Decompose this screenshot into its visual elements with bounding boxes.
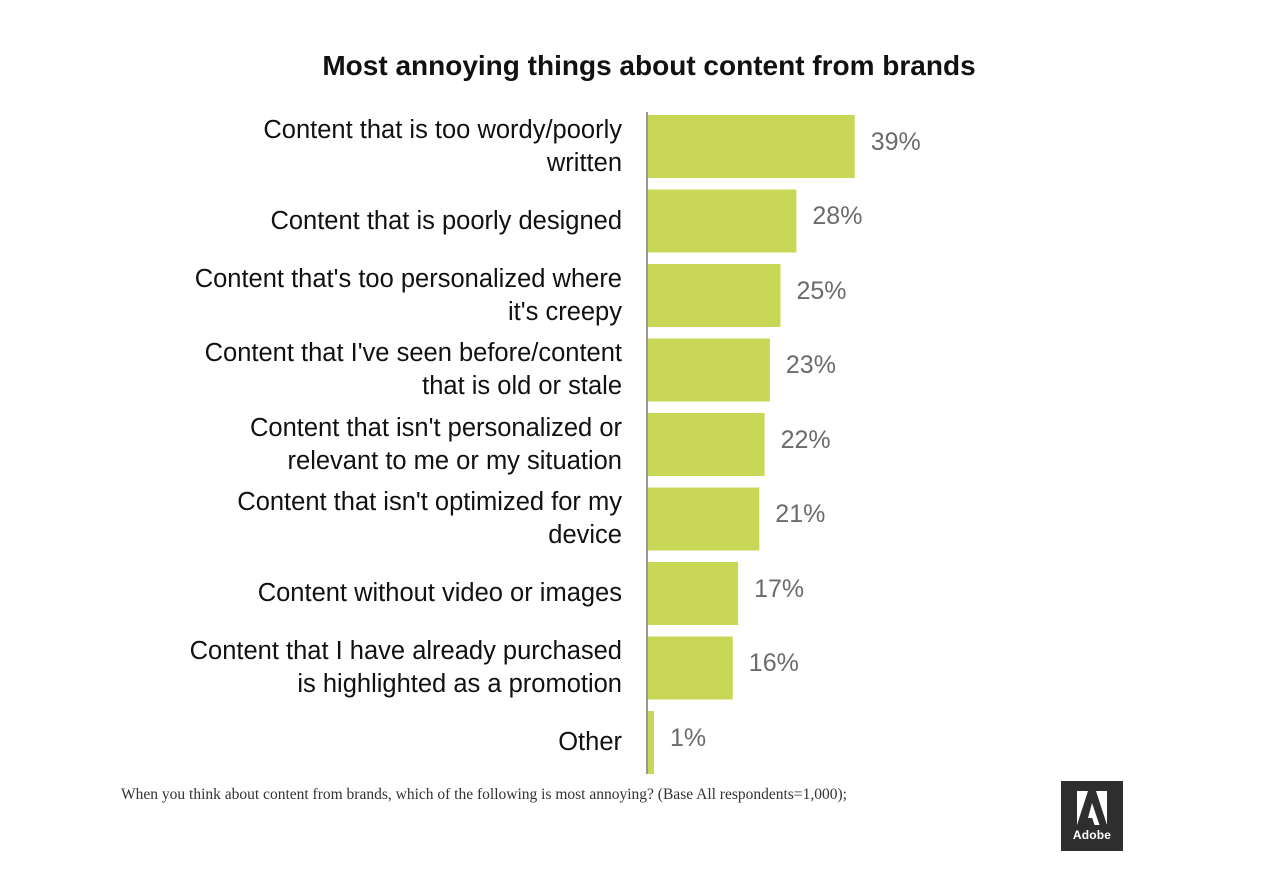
category-label-line: Content that's too personalized where: [194, 264, 622, 293]
adobe-logo-text: Adobe: [1072, 827, 1112, 842]
category-label-2: Content that is poorly designed: [102, 190, 622, 253]
bar-3: [648, 264, 781, 327]
category-label-7: Content without video or images: [102, 562, 622, 625]
footnote: When you think about content from brands…: [121, 786, 847, 803]
category-label-line: Content that isn't optimized for my: [237, 488, 622, 516]
category-label-line: Content that is poorly designed: [270, 206, 622, 235]
category-label-line: device: [548, 521, 622, 549]
value-label-3: 25%: [796, 276, 847, 305]
bar-5: [648, 413, 765, 476]
value-label-7: 17%: [754, 574, 805, 603]
bar-8: [648, 636, 733, 700]
value-label-5: 22%: [780, 425, 831, 454]
bar-4: [648, 338, 770, 402]
adobe-icon: [1077, 790, 1107, 825]
category-label-line: relevant to me or my situation: [287, 446, 622, 475]
value-label-8: 16%: [748, 649, 799, 677]
bar-9: [648, 711, 654, 774]
chart-title: Most annoying things about content from …: [322, 50, 976, 81]
bar-2: [648, 189, 797, 253]
bar-7: [648, 562, 739, 625]
category-label-line: Content that isn't personalized or: [249, 413, 622, 442]
category-label-line: Content that is too wordy/poorly: [263, 115, 622, 144]
value-label-2: 28%: [812, 202, 863, 230]
category-label-8: Content that I have already purchased is …: [102, 637, 622, 700]
category-label-line: Content that I have already purchased: [189, 637, 622, 665]
value-label-6: 21%: [775, 500, 826, 528]
value-label-4: 23%: [785, 351, 836, 379]
value-label-1: 39%: [870, 127, 921, 156]
category-label-line: that is old or stale: [422, 372, 622, 400]
category-label-line: written: [546, 148, 622, 177]
category-label-4: Content that I've seen before/content tha…: [102, 339, 622, 402]
bar-6: [648, 487, 760, 551]
bars-group: [648, 115, 855, 774]
category-label-1: Content that is too wordy/poorly written: [102, 115, 622, 178]
value-label-9: 1%: [670, 723, 707, 752]
category-label-line: it's creepy: [508, 297, 622, 326]
category-label-line: Content without video or images: [257, 579, 622, 607]
adobe-logo: Adobe: [1061, 781, 1123, 851]
category-label-9: Other: [102, 711, 622, 774]
category-label-line: is highlighted as a promotion: [297, 670, 622, 698]
category-label-6: Content that isn't optimized for my devic…: [102, 488, 622, 551]
category-label-line: Content that I've seen before/content: [204, 339, 622, 367]
category-label-3: Content that's too personalized where it'…: [102, 264, 622, 327]
category-label-5: Content that isn't personalized or releva…: [102, 413, 622, 476]
category-label-line: Other: [558, 728, 622, 756]
bar-1: [648, 115, 855, 178]
